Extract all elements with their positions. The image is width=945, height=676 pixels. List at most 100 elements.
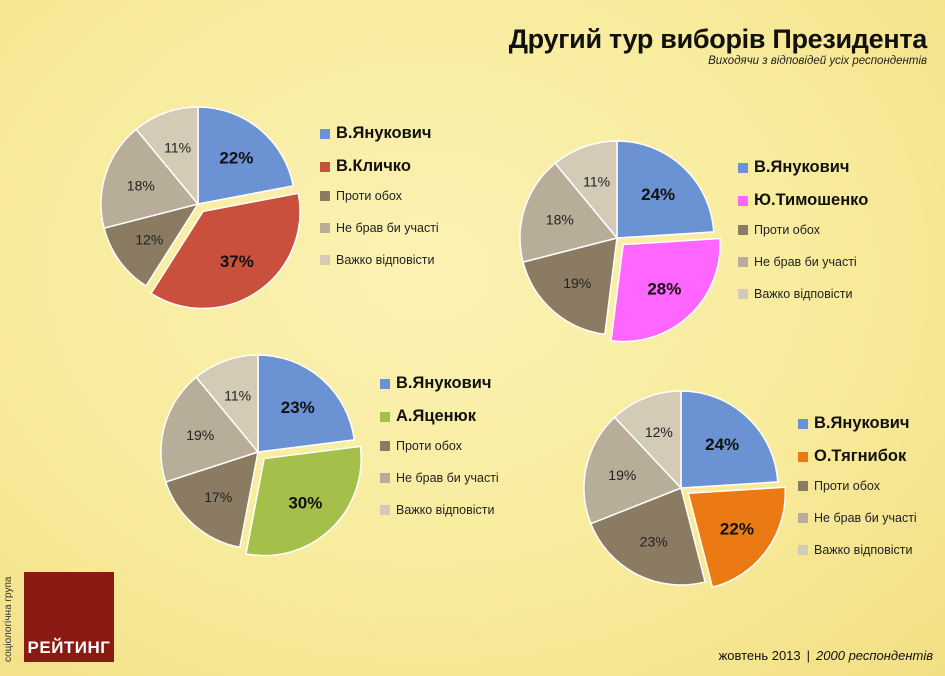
- legend-item: Важко відповісти: [798, 543, 913, 557]
- pie-slice: [583, 416, 683, 525]
- legend-swatch: [738, 195, 748, 206]
- pie-chart-1: 22% 37% 12% 18% 11%: [100, 106, 301, 310]
- legend-label: В.Кличко: [336, 157, 411, 175]
- legend-swatch: [320, 191, 330, 201]
- legend-swatch: [738, 225, 748, 235]
- pie-data-label: 30%: [288, 493, 322, 512]
- logo-vertical-text: соціологічна група: [3, 576, 14, 663]
- pie-slice: [100, 128, 200, 230]
- legend-label: В.Янукович: [336, 124, 432, 142]
- legend-swatch: [320, 223, 330, 233]
- pie-slice: [103, 202, 200, 287]
- legend-label: Не брав би участі: [754, 255, 857, 269]
- legend-label: Ю.Тимошенко: [754, 191, 869, 209]
- pie-slice: [245, 445, 362, 557]
- legend-label: В.Янукович: [396, 374, 492, 392]
- pie-data-label: 19%: [608, 467, 636, 483]
- legend-label: Проти обох: [336, 189, 402, 203]
- legend-label: Не брав би участі: [396, 471, 499, 485]
- legend-label: Важко відповісти: [336, 253, 435, 267]
- legend-label: В.Янукович: [754, 158, 850, 176]
- legend-swatch: [380, 411, 390, 422]
- chart-title: Другий тур виборів Президента: [508, 24, 928, 54]
- pie-data-label: 24%: [705, 435, 739, 454]
- legend-item: Ю.Тимошенко: [738, 191, 868, 210]
- legend-item: Не брав би участі: [380, 471, 499, 485]
- legend-item: В.Янукович: [798, 414, 910, 433]
- legend-label: О.Тягнибок: [814, 447, 907, 465]
- legend-swatch: [738, 162, 748, 173]
- legend-label: А.Яценюк: [396, 407, 476, 425]
- legend-item: Важко відповісти: [738, 287, 853, 301]
- legend-item: А.Яценюк: [380, 407, 476, 426]
- legend-item: Не брав би участі: [320, 221, 439, 235]
- pie-data-label: 12%: [135, 231, 163, 247]
- legend-item: Важко відповісти: [380, 503, 495, 517]
- pie-slice: [613, 390, 682, 490]
- pie-data-label: 18%: [127, 177, 155, 193]
- legend-label: Важко відповісти: [814, 543, 913, 557]
- pie-data-label: 23%: [281, 398, 315, 417]
- pie-slice: [522, 236, 618, 336]
- pie-slice: [680, 390, 779, 489]
- pie-data-label: 23%: [640, 534, 668, 550]
- legend-item: В.Янукович: [320, 124, 432, 143]
- legend-item: В.Янукович: [380, 374, 492, 393]
- footer: жовтень 2013 | 2000 респондентів: [719, 648, 933, 663]
- pie-data-label: 12%: [645, 424, 673, 440]
- legend-swatch: [380, 378, 390, 389]
- pie-slice: [687, 486, 787, 589]
- pie-slice: [164, 450, 259, 549]
- legend-item: Не брав би участі: [738, 255, 857, 269]
- pie-data-label: 18%: [546, 211, 574, 227]
- legend-label: Проти обох: [396, 439, 462, 453]
- legend-swatch: [798, 513, 808, 523]
- legend-swatch: [320, 161, 330, 172]
- legend-item: Не брав би участі: [798, 511, 917, 525]
- legend-swatch: [798, 418, 808, 429]
- legend-item: Проти обох: [738, 223, 820, 237]
- legend-label: Проти обох: [814, 479, 880, 493]
- legend-label: В.Янукович: [814, 414, 910, 432]
- legend-item: В.Кличко: [320, 157, 411, 176]
- legend-label: Важко відповісти: [754, 287, 853, 301]
- pie-slice: [554, 140, 618, 241]
- pie-data-label: 17%: [204, 489, 232, 505]
- pie-data-label: 11%: [583, 173, 610, 189]
- legend-swatch: [320, 255, 330, 265]
- pie-data-label: 22%: [219, 149, 253, 168]
- legend-label: Проти обох: [754, 223, 820, 237]
- legend-label: Не брав би участі: [336, 221, 439, 235]
- pie-data-label: 11%: [224, 387, 251, 403]
- legend-label: Не брав би участі: [814, 511, 917, 525]
- legend-swatch: [798, 545, 808, 555]
- legend-item: Проти обох: [380, 439, 462, 453]
- pie-slice: [195, 354, 259, 455]
- legend-swatch: [738, 257, 748, 267]
- pie-slice: [135, 106, 199, 207]
- pie-data-label: 22%: [720, 520, 754, 539]
- pie-data-label: 11%: [164, 139, 191, 155]
- legend-item: Важко відповісти: [320, 253, 435, 267]
- legend-item: В.Янукович: [738, 158, 850, 177]
- legend-label: Важко відповісти: [396, 503, 495, 517]
- pie-data-label: 28%: [647, 279, 681, 298]
- pie-slice: [150, 192, 301, 310]
- legend-swatch: [798, 451, 808, 462]
- pie-chart-3: 23% 30% 17% 19% 11%: [160, 354, 362, 557]
- pie-chart-2: 24% 28% 19% 18% 11%: [519, 140, 721, 343]
- legend-swatch: [380, 505, 390, 515]
- pie-slice: [610, 237, 721, 343]
- chart-subtitle: Виходячи з відповідей усіх респондентів: [708, 55, 927, 67]
- pie-data-label: 37%: [220, 252, 254, 271]
- legend-swatch: [380, 473, 390, 483]
- rating-logo: РЕЙТИНГ: [24, 572, 114, 662]
- pie-data-label: 19%: [186, 427, 214, 443]
- legend-swatch: [380, 441, 390, 451]
- legend-swatch: [320, 128, 330, 139]
- pie-slice: [589, 486, 707, 586]
- legend-swatch: [798, 481, 808, 491]
- pie-slice: [257, 354, 356, 453]
- legend-swatch: [738, 289, 748, 299]
- legend-item: О.Тягнибок: [798, 447, 906, 466]
